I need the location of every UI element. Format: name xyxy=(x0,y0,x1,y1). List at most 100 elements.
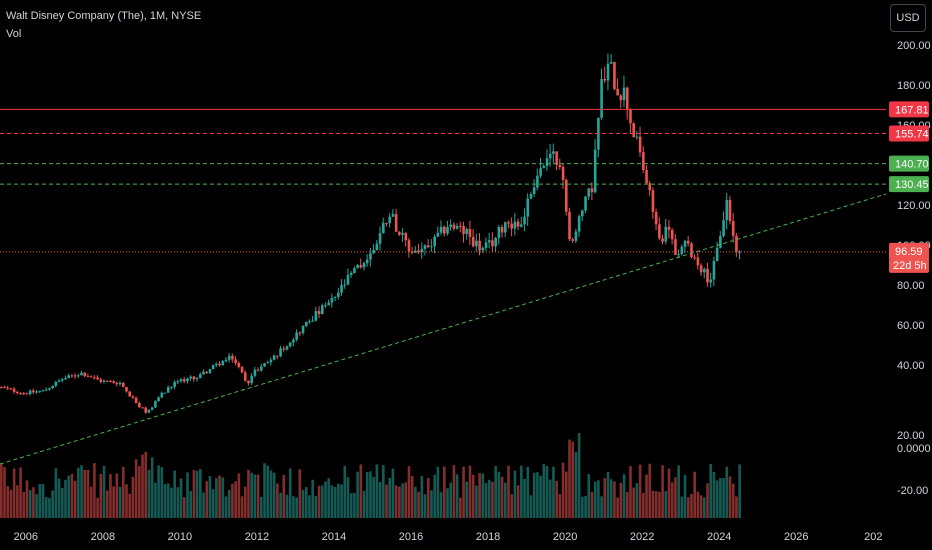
candle-body xyxy=(317,311,321,314)
volume-bar xyxy=(243,486,247,518)
candle-body xyxy=(513,221,517,229)
volume-bar xyxy=(378,482,382,518)
volume-bar xyxy=(276,483,279,518)
currency-button[interactable]: USD xyxy=(890,4,926,32)
price-axis[interactable]: 200.00180.00160.00120.00100.0080.0060.00… xyxy=(897,40,931,497)
candle-body xyxy=(154,401,157,408)
candle-body xyxy=(362,263,366,268)
volume-bar xyxy=(353,493,356,518)
volume-bar xyxy=(301,489,305,518)
volume-bar xyxy=(507,465,510,518)
candle-body xyxy=(510,223,514,229)
volume-bar xyxy=(237,473,241,518)
volume-bar xyxy=(581,496,584,518)
candle-body xyxy=(552,151,555,154)
price-tick-label: -20.00 xyxy=(897,485,928,497)
candle-body xyxy=(654,211,658,225)
price-tick-label: 200.00 xyxy=(897,40,931,52)
candle-body xyxy=(478,240,481,251)
volume-bar xyxy=(73,480,77,518)
time-tick-label: 2020 xyxy=(553,531,577,543)
candle-body xyxy=(105,380,109,382)
volume-bar xyxy=(337,483,340,518)
volume-bar xyxy=(64,479,67,518)
candle-body xyxy=(276,355,279,357)
volume-bar xyxy=(398,486,401,518)
candle-body xyxy=(728,199,732,222)
candle-body xyxy=(77,375,80,377)
volume-bar xyxy=(622,474,626,518)
candle-body xyxy=(577,216,581,232)
volume-bar xyxy=(587,474,591,518)
volume-bar xyxy=(362,490,366,518)
volume-bar xyxy=(420,475,424,518)
volume-bar xyxy=(561,462,565,518)
time-axis[interactable]: 2006 2008 2010 2012 2014 2016 2018 2020 2022 2024… xyxy=(14,531,883,543)
volume-label[interactable]: Vol xyxy=(6,28,22,40)
candle-body xyxy=(73,375,77,377)
candle-body xyxy=(121,382,125,387)
volume-bar xyxy=(263,463,266,518)
candle-body xyxy=(584,196,587,211)
volume-bar xyxy=(89,486,93,518)
candle-body xyxy=(600,78,603,118)
candle-body xyxy=(382,222,385,234)
candle-body xyxy=(651,190,655,212)
candle-body xyxy=(645,170,648,184)
candle-body xyxy=(247,380,250,384)
candle-body xyxy=(574,231,578,241)
candle-body xyxy=(593,149,597,193)
candle-body xyxy=(446,227,449,234)
candle-body xyxy=(491,240,494,247)
candle-body xyxy=(401,232,404,235)
volume-bar xyxy=(6,486,10,518)
candle-body xyxy=(25,393,29,395)
candle-body xyxy=(433,236,436,247)
countdown-label: 22d 5h xyxy=(893,260,927,272)
level-badge-label: 167.81 xyxy=(895,104,929,116)
symbol-title[interactable]: Walt Disney Company (The), 1M, NYSE xyxy=(6,10,202,22)
volume-bar xyxy=(199,468,202,518)
candle-body xyxy=(3,387,6,389)
price-tick-label: 120.00 xyxy=(897,200,931,212)
volume-bar xyxy=(735,496,738,518)
volume-bar xyxy=(138,465,141,518)
level-badge xyxy=(889,155,929,172)
candle-body xyxy=(9,388,13,390)
candle-body xyxy=(635,136,639,138)
volume-bar xyxy=(134,459,138,518)
candle-body xyxy=(199,374,202,378)
last-price-label: 96.59 xyxy=(895,246,923,258)
volume-bar xyxy=(568,439,571,518)
volume-bar xyxy=(16,485,19,518)
last-price-badge xyxy=(889,242,929,273)
volume-bar xyxy=(654,491,658,518)
candle-body xyxy=(0,387,3,388)
candle-body xyxy=(369,253,372,260)
candle-body xyxy=(211,365,215,370)
candle-body xyxy=(516,221,520,227)
candle-body xyxy=(590,188,594,193)
volume-bar xyxy=(308,495,311,518)
volume-bar xyxy=(3,467,6,518)
candle-body xyxy=(269,359,273,363)
candle-body xyxy=(356,264,359,269)
candle-body xyxy=(462,226,465,235)
candle-body xyxy=(115,382,119,385)
candle-body xyxy=(706,268,709,283)
time-tick-label: 2026 xyxy=(784,531,808,543)
volume-bar xyxy=(292,496,295,518)
candle-body xyxy=(613,61,616,89)
candle-body xyxy=(173,381,176,387)
candle-body xyxy=(192,376,196,380)
candle-body xyxy=(327,302,331,306)
candle-body xyxy=(243,372,247,381)
candle-body xyxy=(263,363,266,367)
candle-body xyxy=(616,88,619,96)
volume-bar xyxy=(536,472,539,518)
volume-bar xyxy=(500,476,504,518)
volume-bar xyxy=(343,465,347,518)
volume-bar xyxy=(651,490,655,518)
